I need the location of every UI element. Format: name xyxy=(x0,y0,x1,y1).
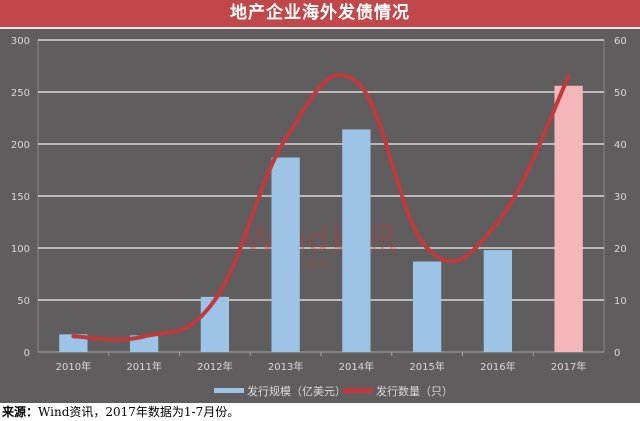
title-bar xyxy=(0,0,640,29)
bar-2017年 xyxy=(554,85,583,352)
left-axis-tick: 50 xyxy=(17,296,30,307)
right-axis-tick: 20 xyxy=(614,244,627,255)
x-axis-label: 2010年 xyxy=(56,360,91,373)
bar-2014年 xyxy=(342,129,371,352)
right-axis-tick: 10 xyxy=(614,296,627,307)
right-axis-tick: 50 xyxy=(614,88,627,99)
right-axis-tick: 60 xyxy=(614,36,627,47)
left-axis-tick: 0 xyxy=(24,348,30,359)
x-axis-label: 2011年 xyxy=(126,360,161,373)
bar-2015年 xyxy=(412,261,442,352)
combo-chart: 0 50 100 150 200 250 300 0 10 20 30 40 50 60 2010年 2011… xyxy=(11,36,627,398)
legend-label-line: 发行数量（只） xyxy=(376,384,453,398)
legend-swatch-bar xyxy=(214,388,244,393)
right-axis-tick: 40 xyxy=(614,140,627,151)
watermark: Wind資訊 xyxy=(243,220,396,260)
source-note: 来源：Wind资讯，2017年数据为1-7月份。 xyxy=(2,403,239,420)
x-axis-label: 2016年 xyxy=(480,360,515,373)
bar-2016年 xyxy=(483,250,513,352)
left-axis-tick: 300 xyxy=(11,36,30,47)
x-axis-label: 2012年 xyxy=(197,360,232,373)
left-axis-tick: 200 xyxy=(11,140,30,151)
left-axis-tick: 100 xyxy=(11,244,30,255)
bar-2012年 xyxy=(200,296,230,352)
source-prefix: 来源： xyxy=(2,405,39,419)
count-line xyxy=(71,73,571,342)
right-axis-tick: 30 xyxy=(614,192,627,203)
left-axis-tick: 250 xyxy=(11,88,30,99)
x-axis-label: 2015年 xyxy=(409,360,444,373)
right-axis-tick: 0 xyxy=(614,348,620,359)
chart-title: 地产企业海外发债情况 xyxy=(230,3,410,23)
x-axis-label: 2017年 xyxy=(551,360,586,373)
legend-swatch-line xyxy=(343,388,373,393)
left-axis-tick: 150 xyxy=(11,192,30,203)
bar-2013年 xyxy=(271,157,300,352)
legend-label-bar: 发行规模（亿美元） xyxy=(247,384,346,398)
x-axis-label: 2014年 xyxy=(339,360,374,373)
source-text: Wind资讯，2017年数据为1-7月份。 xyxy=(38,405,240,419)
x-axis-label: 2013年 xyxy=(268,360,303,373)
chart-panel: 0 50 100 150 200 250 300 0 10 20 30 40 50 60 2010年 2011… xyxy=(0,29,640,403)
